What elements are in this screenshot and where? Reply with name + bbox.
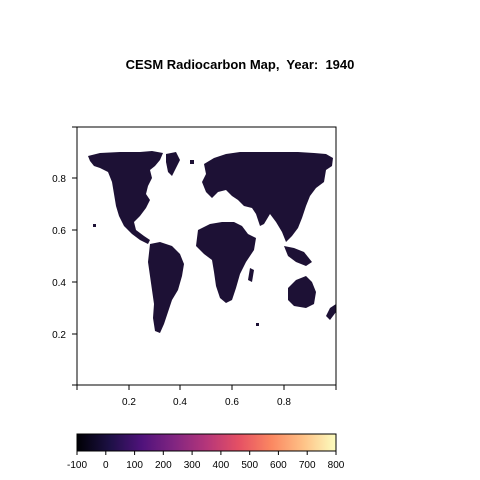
- y-tick-label: 0.8: [52, 174, 66, 185]
- colorbar-tick-label: 100: [126, 460, 143, 471]
- x-tick-label: 0.4: [173, 397, 187, 408]
- eurasia: [202, 152, 333, 242]
- colorbar-tick-label: 400: [213, 460, 230, 471]
- colorbar-tick-label: 0: [103, 460, 109, 471]
- greenland: [166, 152, 180, 176]
- maritime-southeast-asia: [284, 246, 312, 266]
- colorbar-tick-label: 300: [184, 460, 201, 471]
- new-zealand: [326, 304, 336, 320]
- x-tick-label: 0.2: [122, 397, 136, 408]
- x-axis: [76, 385, 337, 390]
- map-plot-frame: [76, 126, 337, 386]
- colorbar-tick-label: 800: [328, 460, 345, 471]
- y-tick-label: 0.4: [52, 278, 66, 289]
- colorbar-tick-label: 500: [241, 460, 258, 471]
- island-pacific: [93, 224, 96, 227]
- y-tick-label: 0.6: [52, 226, 66, 237]
- land-masses: [88, 151, 336, 333]
- y-tick-label: 0.2: [52, 330, 66, 341]
- madagascar: [248, 268, 254, 282]
- island-arctic: [190, 160, 194, 164]
- north-america: [88, 151, 163, 244]
- colorbar-tick-label: 600: [270, 460, 287, 471]
- colorbar-ticks: [76, 451, 337, 455]
- y-axis: [72, 126, 77, 386]
- colorbar-tick-label: 700: [299, 460, 316, 471]
- map-title: CESM Radiocarbon Map, Year: 1940: [125, 57, 355, 72]
- x-tick-label: 0.6: [225, 397, 239, 408]
- island-indian-ocean: [256, 323, 259, 326]
- x-tick-label: 0.8: [277, 397, 291, 408]
- africa: [196, 222, 256, 303]
- south-america: [148, 242, 184, 333]
- colorbar: [76, 433, 337, 452]
- australia: [288, 276, 316, 308]
- colorbar-tick-label: 200: [155, 460, 172, 471]
- colorbar-tick-label: -100: [67, 460, 87, 471]
